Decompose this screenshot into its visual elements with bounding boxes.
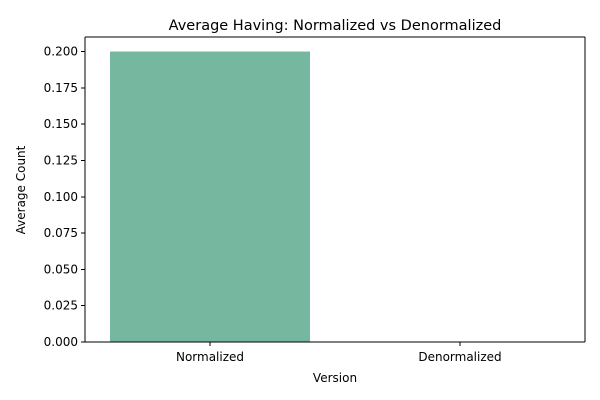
y-tick-label: 0.050	[44, 262, 78, 276]
y-tick-label: 0.000	[44, 335, 78, 349]
plot-area: 0.000 0.025 0.050 0.075 0.100 0.125 0.150 0.175…	[44, 36, 586, 364]
y-tick-label: 0.175	[44, 81, 78, 95]
y-tick-label: 0.125	[44, 153, 78, 167]
bars-group	[110, 51, 310, 343]
y-axis-ticks: 0.000 0.025 0.050 0.075 0.100 0.125 0.150 0.175…	[44, 45, 85, 349]
axes-frame	[84, 36, 586, 343]
x-axis-ticks: Normalized Denormalized	[176, 342, 502, 364]
chart-title: Average Having: Normalized vs Denormaliz…	[169, 18, 502, 34]
y-tick-label: 0.200	[44, 45, 78, 59]
y-tick-label: 0.150	[44, 117, 78, 131]
x-tick-label: Denormalized	[418, 350, 501, 364]
x-axis-label: Version	[313, 371, 357, 385]
y-axis-label: Average Count	[14, 145, 28, 234]
y-tick-label: 0.075	[44, 226, 78, 240]
bar-normalized	[110, 51, 310, 343]
y-tick-label: 0.025	[44, 299, 78, 313]
x-tick-label: Normalized	[176, 350, 244, 364]
y-tick-label: 0.100	[44, 190, 78, 204]
